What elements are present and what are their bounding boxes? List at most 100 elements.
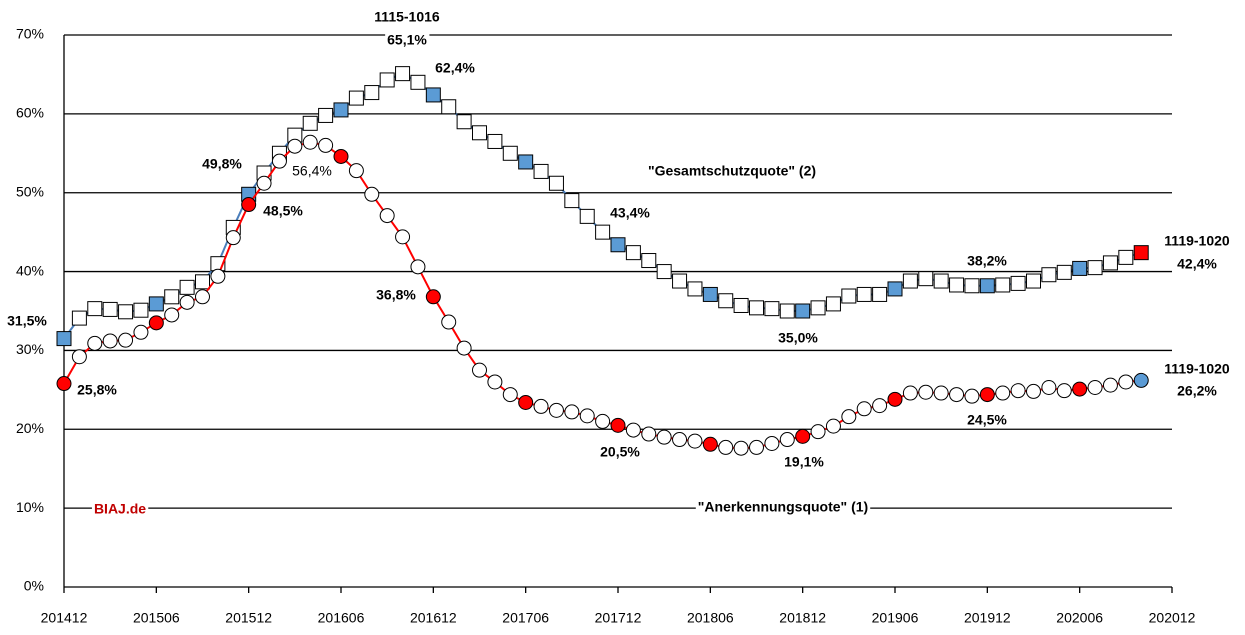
square-marker — [764, 301, 780, 317]
square-marker — [102, 301, 118, 317]
label-bg — [5, 312, 50, 329]
circle-marker — [979, 387, 995, 403]
x-tick-label: 201912 — [964, 610, 1011, 626]
circle-marker — [410, 259, 426, 275]
square-marker — [795, 303, 811, 319]
label-bg — [1162, 360, 1232, 377]
circle-marker — [333, 148, 349, 164]
circle-marker — [625, 422, 641, 438]
square-marker — [179, 279, 195, 295]
circle-marker — [1026, 383, 1041, 399]
circle-marker — [133, 324, 149, 340]
square-marker — [395, 66, 411, 82]
circle-marker — [118, 332, 134, 348]
square-marker — [733, 297, 749, 313]
circle-marker — [379, 208, 395, 224]
square-marker — [441, 99, 457, 115]
square-marker — [318, 107, 334, 123]
annotation: 26,2% — [1177, 383, 1217, 399]
square-marker — [425, 87, 441, 103]
circle-marker — [87, 335, 103, 351]
circle-marker — [779, 432, 795, 448]
label-bg — [782, 453, 827, 470]
label-bg — [645, 162, 819, 179]
circle-marker — [1072, 381, 1088, 397]
circle-marker — [1010, 383, 1026, 399]
square-marker — [1118, 249, 1134, 265]
square-marker — [825, 296, 841, 312]
circle-marker — [102, 333, 118, 349]
square-marker — [456, 114, 472, 130]
label-bg — [695, 498, 871, 515]
square-marker — [364, 85, 380, 101]
square-marker — [933, 273, 949, 289]
annotation: 62,4% — [435, 60, 475, 76]
circle-marker — [148, 315, 164, 331]
square-marker — [810, 300, 826, 316]
y-tick-label: 50% — [16, 183, 44, 199]
circle-marker — [902, 385, 918, 401]
circle-marker — [1087, 379, 1103, 395]
series-line — [63, 141, 1142, 450]
circle-marker — [348, 163, 364, 179]
square-marker — [87, 301, 103, 317]
square-marker — [579, 208, 595, 224]
annotation: BIAJ.de — [94, 501, 146, 517]
annotation: 35,0% — [778, 330, 818, 346]
square-marker — [672, 273, 688, 289]
y-tick-label: 60% — [16, 105, 44, 121]
square-marker — [410, 74, 426, 90]
annotation: 56,4% — [292, 163, 332, 179]
circle-marker — [241, 197, 257, 213]
square-marker — [979, 278, 995, 294]
square-marker — [148, 296, 164, 312]
circle-marker — [425, 289, 441, 305]
y-tick-label: 0% — [24, 578, 44, 594]
circle-marker — [610, 417, 626, 433]
circle-marker — [810, 424, 826, 440]
square-marker — [1102, 255, 1118, 271]
x-tick-label: 201612 — [410, 610, 457, 626]
square-marker — [995, 277, 1011, 293]
square-marker — [348, 90, 364, 106]
annotation: 38,2% — [967, 253, 1007, 269]
circle-marker — [564, 404, 580, 420]
circle-marker — [749, 439, 764, 455]
annotation: 31,5% — [7, 313, 47, 329]
annotation: 1119-1020 — [1164, 233, 1230, 249]
circle-marker — [1118, 374, 1134, 390]
circle-marker — [256, 175, 272, 191]
label-bg — [374, 286, 419, 303]
circle-marker — [1102, 377, 1118, 393]
x-tick-label: 201712 — [595, 610, 642, 626]
square-marker — [533, 163, 549, 179]
circle-marker — [702, 436, 718, 452]
square-marker — [1087, 260, 1103, 276]
square-marker — [749, 300, 764, 316]
x-tick-label: 201506 — [133, 610, 180, 626]
circle-marker — [872, 398, 888, 414]
circle-marker — [302, 134, 318, 150]
label-bg — [372, 8, 442, 25]
label-bg — [776, 329, 821, 346]
square-marker — [564, 193, 580, 209]
x-tick-label: 201706 — [502, 610, 549, 626]
circle-marker — [456, 340, 472, 356]
x-tick-label: 201806 — [687, 610, 734, 626]
square-marker — [518, 154, 534, 170]
circle-marker — [933, 385, 949, 401]
y-tick-label: 40% — [16, 262, 44, 278]
circle-marker — [364, 186, 380, 202]
circle-marker — [764, 435, 780, 451]
circle-marker — [918, 384, 934, 400]
circle-marker — [287, 138, 303, 154]
circle-marker — [71, 349, 87, 365]
circle-marker — [487, 374, 503, 390]
label-bg — [1175, 382, 1220, 399]
square-marker — [118, 304, 134, 320]
x-tick-label: 201906 — [872, 610, 919, 626]
square-marker — [133, 302, 149, 318]
x-tick-label: 201606 — [318, 610, 365, 626]
annotation: 1119-1020 — [1164, 361, 1230, 377]
